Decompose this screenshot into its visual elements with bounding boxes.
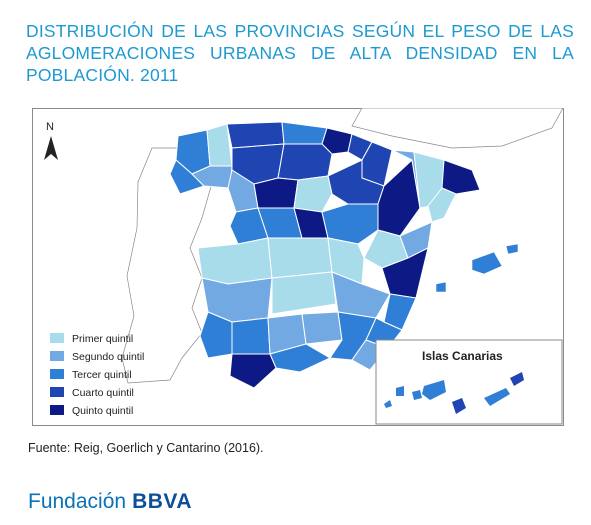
canary-inset-frame: [375, 339, 563, 425]
provinces: [169, 121, 481, 389]
legend-swatch-3: [50, 369, 64, 379]
province-valencia: [381, 247, 429, 299]
province-ciudad-real: [271, 271, 337, 315]
legend-label-2: Segundo quintil: [72, 351, 144, 363]
province-tarragona: [427, 187, 457, 223]
legend-label-3: Tercer quintil: [72, 369, 132, 381]
legend-swatch-5: [50, 405, 64, 415]
province-huelva: [199, 311, 233, 359]
province-valladolid: [253, 177, 299, 209]
province-bizkaia: [321, 127, 353, 155]
island-lanzarote: [510, 372, 524, 386]
province-segovia: [293, 175, 333, 213]
province-cuenca: [327, 237, 365, 285]
province-palencia-burgos: [277, 143, 333, 181]
source-note: Fuente: Reig, Goerlich y Cantarino (2016…: [28, 441, 264, 455]
province-toledo: [267, 237, 333, 279]
legend: Primer quintil Segundo quintil Tercer quin…: [50, 333, 144, 417]
legend-swatch-2: [50, 351, 64, 361]
brand-name: Fundación: [28, 490, 127, 513]
portugal-outline: [121, 147, 213, 384]
province-albacete: [331, 271, 391, 319]
island-el-hierro: [384, 400, 392, 408]
legend-label-1: Primer quintil: [72, 333, 133, 345]
brand-name-bold: BBVA: [132, 490, 193, 513]
north-label: N: [46, 121, 54, 133]
canary-inset-label: Islas Canarias: [422, 349, 503, 363]
province-asturias: [226, 121, 285, 149]
spain-province-map: Islas Canarias N Primer quintil Segundo q…: [32, 108, 564, 426]
map-title: DISTRIBUCIÓN DE LAS PROVINCIAS SEGÚN EL …: [26, 21, 574, 85]
brand-logo: Fundación BBVA: [28, 490, 192, 514]
island-fuerteventura: [484, 388, 510, 406]
province-girona-barcelona: [441, 159, 481, 195]
france-outline: [351, 108, 564, 149]
province-sevilla: [231, 317, 271, 355]
province-jaen: [301, 311, 343, 345]
island-mallorca: [471, 251, 503, 275]
legend-swatch-1: [50, 333, 64, 343]
island-la-palma: [396, 386, 404, 396]
legend-label-4: Cuarto quintil: [72, 387, 134, 399]
legend-label-5: Quinto quintil: [72, 405, 133, 417]
island-gran-canaria: [452, 398, 466, 414]
island-tenerife: [422, 380, 446, 400]
north-arrow-icon: [44, 136, 58, 160]
island-menorca: [505, 243, 519, 255]
province-cadiz: [229, 353, 277, 389]
island-la-gomera: [412, 390, 422, 400]
north-arrow: N: [44, 121, 58, 160]
island-ibiza: [435, 281, 447, 293]
province-pontevedra: [169, 159, 205, 195]
legend-swatch-4: [50, 387, 64, 397]
